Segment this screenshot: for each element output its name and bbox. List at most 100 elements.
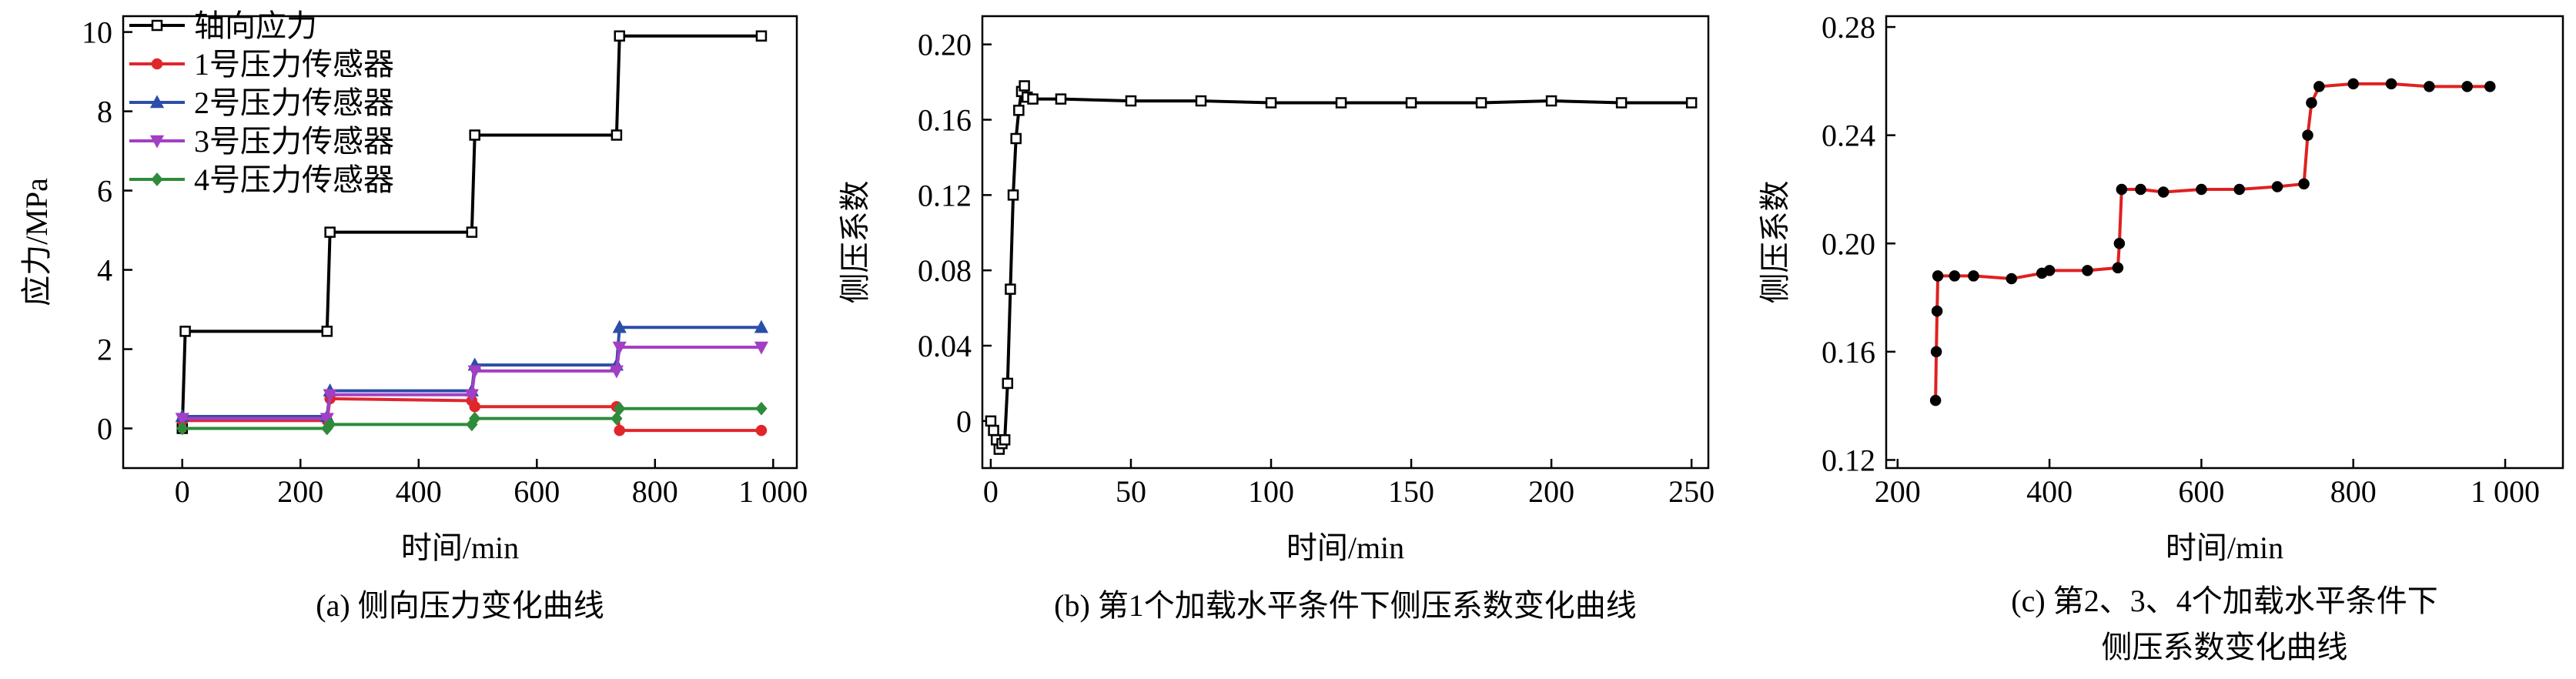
x-tick-label: 600 [514,474,560,509]
y-tick-label: 0.12 [1822,443,1875,477]
marker [467,365,482,379]
x-tick-label: 0 [983,474,999,509]
y-tick-label: 0.28 [1822,10,1875,45]
marker [323,389,337,403]
marker [2461,81,2473,92]
marker [985,415,997,427]
x-tick-label: 200 [277,474,323,509]
x-tick-label: 400 [396,474,442,509]
marker [1055,93,1067,105]
marker [754,319,769,333]
marker [614,30,625,42]
legend-marker [151,19,163,32]
marker [1405,97,1417,109]
marker [1002,377,1014,390]
marker [1685,97,1698,109]
y-tick-label: 0.16 [918,103,972,138]
legend-marker [149,95,165,109]
x-tick-label: 800 [2330,474,2377,509]
series-line [989,81,1692,453]
marker [1013,105,1025,116]
marker [2313,81,2325,92]
caption: (c) 第2、3、4个加载水平条件下 [2011,584,2437,618]
plot-frame [1885,15,2564,470]
x-axis-label: 时间/min [2166,530,2283,565]
marker [755,30,768,42]
marker [2271,181,2283,192]
x-axis-label: 时间/min [1286,530,1404,565]
marker [614,424,625,436]
legend-label: 轴向应力 [194,8,317,43]
marker [1932,270,1944,282]
y-tick-label: 0 [97,412,112,447]
marker [612,319,627,333]
marker [2484,81,2496,92]
marker [2006,273,2018,285]
marker [988,424,999,436]
marker [2385,78,2397,90]
marker [1931,305,1943,317]
legend-label: 1号压力传感器 [194,47,394,82]
marker [1335,97,1347,109]
y-tick-label: 2 [97,333,112,367]
marker [999,434,1011,446]
legend-label: 3号压力传感器 [194,124,394,159]
marker [2424,81,2435,92]
y-tick-label: 8 [97,95,112,129]
marker [323,417,336,432]
marker [1615,97,1628,109]
y-tick-label: 6 [97,174,112,209]
marker [466,226,478,238]
marker [469,400,480,413]
marker [2306,97,2317,109]
marker [755,424,768,436]
marker [176,421,189,436]
x-tick-label: 100 [1248,474,1294,509]
x-tick-label: 0 [175,474,190,509]
y-tick-label: 10 [82,15,112,50]
y-tick-label: 0.24 [1822,119,1875,153]
x-tick-label: 1 000 [738,474,808,509]
x-tick-label: 1 000 [2471,474,2540,509]
marker [2135,183,2146,196]
marker [755,401,768,416]
y-axis-label: 侧压系数 [838,181,872,304]
marker [1007,189,1019,201]
caption: 侧压系数变化曲线 [2102,630,2348,664]
marker [324,226,336,238]
marker [1019,80,1030,92]
marker [1475,97,1487,109]
marker [1195,95,1207,107]
marker [1010,132,1022,145]
marker [1545,95,1557,107]
legend-marker [151,172,163,186]
marker [469,411,481,426]
marker [321,326,333,337]
marker [2347,78,2359,90]
marker [2302,129,2313,141]
y-tick-label: 0.08 [918,253,972,288]
legend-label: 2号压力传感器 [194,85,394,120]
marker [612,341,627,355]
marker [754,341,769,355]
y-tick-label: 0.20 [918,28,972,62]
marker [464,389,479,403]
legend-label: 4号压力传感器 [194,162,394,197]
caption: (a) 侧向压力变化曲线 [316,588,604,623]
marker [1265,97,1277,109]
y-tick-label: 0 [956,404,972,439]
plot-frame [122,15,798,470]
marker [1949,270,1961,282]
series-line [1934,82,2491,401]
marker [611,129,623,141]
x-axis-label: 时间/min [401,530,519,565]
y-axis-label: 应力/MPa [19,178,54,306]
legend-marker [149,135,165,149]
x-tick-label: 200 [1875,474,1921,509]
marker [609,365,624,379]
marker [179,326,191,337]
caption: (b) 第1个加载水平条件下侧压系数变化曲线 [1054,588,1637,623]
marker [614,401,626,416]
marker [1005,283,1016,295]
